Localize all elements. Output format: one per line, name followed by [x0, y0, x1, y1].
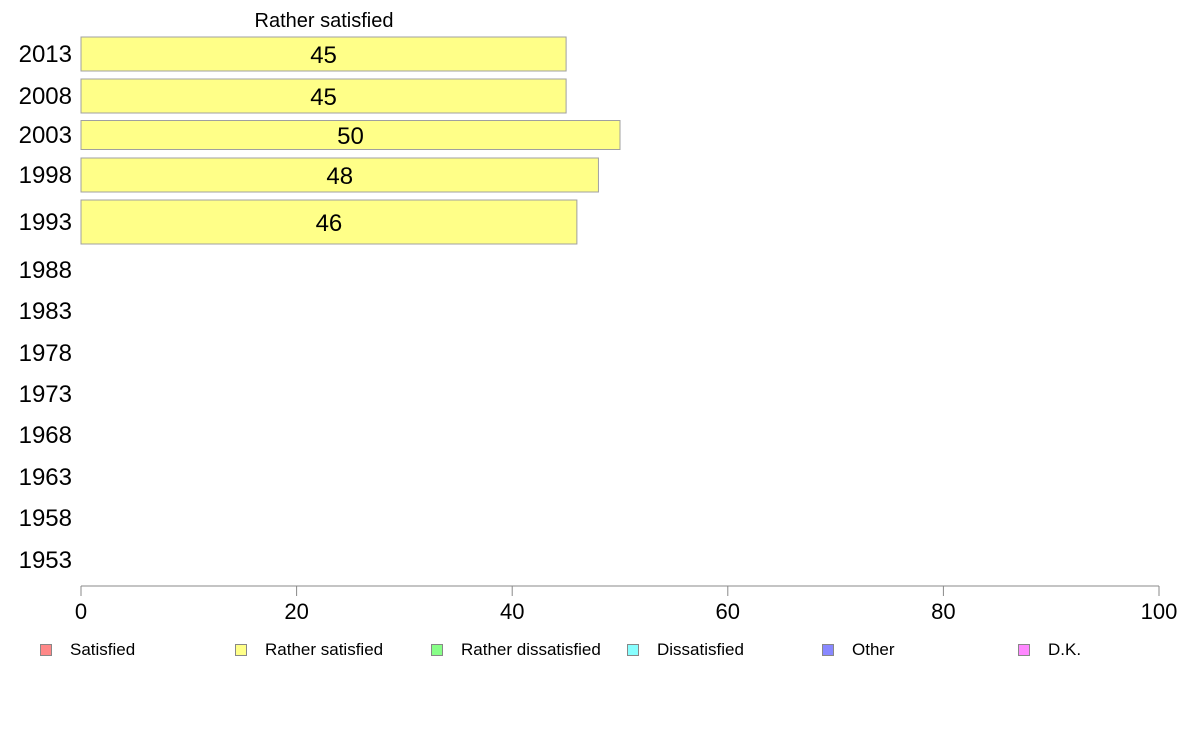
x-tick-label: 100	[1141, 599, 1178, 624]
bar-value-label: 45	[310, 84, 337, 111]
year-label: 2013	[19, 41, 72, 68]
legend-label: Dissatisfied	[657, 640, 744, 659]
legend-label: Rather satisfied	[265, 640, 384, 659]
legend-item: Rather satisfied	[235, 638, 383, 662]
legend-label: Other	[852, 640, 895, 659]
year-label: 1978	[19, 340, 72, 367]
legend-swatch	[627, 644, 639, 656]
legend-swatch	[40, 644, 52, 656]
year-label: 2003	[19, 122, 72, 149]
legend-label: D.K.	[1048, 640, 1082, 659]
year-label: 2008	[19, 83, 72, 110]
year-label: 1968	[19, 422, 72, 449]
x-tick-label: 20	[284, 599, 308, 624]
year-label: 1988	[19, 257, 72, 284]
year-label: 1953	[19, 547, 72, 574]
year-label: 1963	[19, 464, 72, 491]
legend-item: Rather dissatisfied	[431, 638, 601, 662]
bar-value-label: 45	[310, 42, 337, 69]
x-tick-label: 0	[75, 599, 87, 624]
legend-swatch	[431, 644, 443, 656]
bar	[80, 199, 578, 245]
legend-label: Rather dissatisfied	[461, 640, 601, 659]
bar-value-label: 50	[337, 123, 364, 150]
bar	[80, 78, 567, 114]
legend-swatch	[1018, 644, 1030, 656]
year-label: 1998	[19, 162, 72, 189]
legend: Satisfied Rather satisfied Rather dissatis…	[0, 638, 1188, 662]
legend-label: Satisfied	[70, 640, 136, 659]
bar	[80, 157, 599, 193]
legend-swatch	[235, 644, 247, 656]
year-label: 1983	[19, 298, 72, 325]
bar	[80, 120, 621, 150]
year-labels: 2013 2008 2003 1998 1993 1988 1983 1978 1973 1968…	[19, 41, 72, 574]
x-tick-label: 40	[500, 599, 524, 624]
bar-value-label: 48	[326, 163, 353, 190]
x-tick-label: 80	[931, 599, 955, 624]
x-tick-label: 60	[716, 599, 740, 624]
legend-item: Satisfied	[40, 638, 135, 662]
legend-item: Other	[822, 638, 895, 662]
x-axis: 0 20 40 60 80 100	[75, 585, 1178, 624]
bar	[80, 36, 567, 72]
legend-item: D.K.	[1018, 638, 1081, 662]
legend-item: Dissatisfied	[627, 638, 744, 662]
legend-swatch	[822, 644, 834, 656]
year-label: 1958	[19, 505, 72, 532]
chart-title: Rather satisfied	[255, 10, 394, 32]
bar-value-label: 46	[316, 210, 343, 237]
year-label: 1973	[19, 381, 72, 408]
year-label: 1993	[19, 209, 72, 236]
